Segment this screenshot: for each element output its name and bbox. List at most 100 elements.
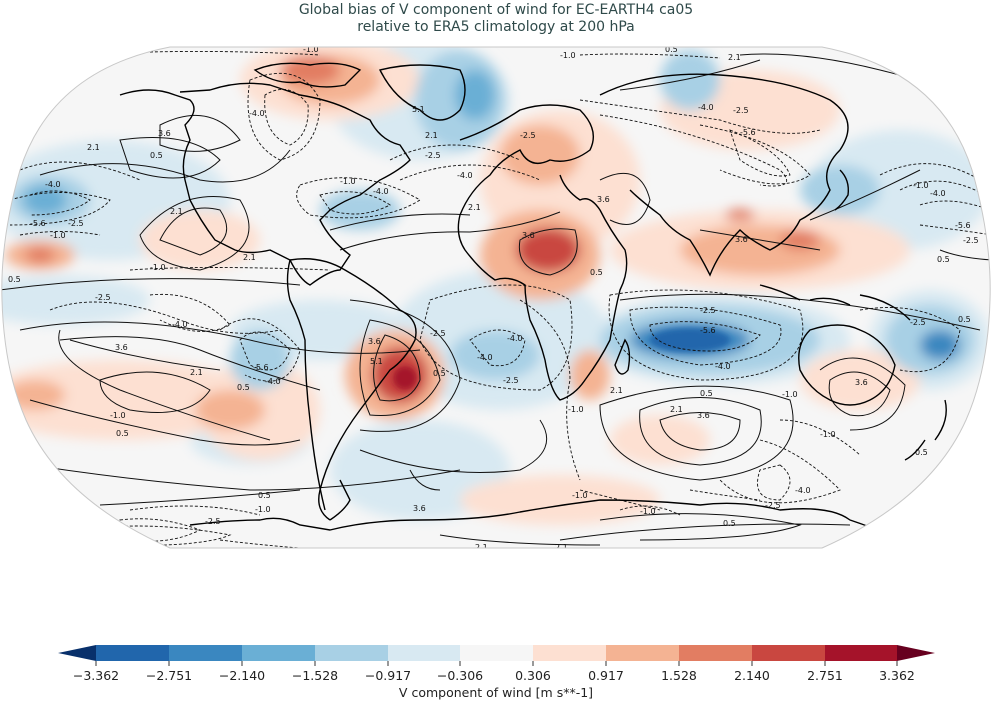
colorbar-tick: 2.140 xyxy=(734,668,770,683)
svg-text:0.5: 0.5 xyxy=(915,448,928,457)
colorbar-tick: −0.917 xyxy=(364,668,412,683)
svg-text:-2.5: -2.5 xyxy=(765,501,781,510)
svg-text:0.5: 0.5 xyxy=(590,268,603,277)
svg-text:2.1: 2.1 xyxy=(190,368,203,377)
svg-text:-4.0: -4.0 xyxy=(715,362,731,371)
svg-text:-2.5: -2.5 xyxy=(205,517,221,526)
colorbar-tick: 1.528 xyxy=(661,668,697,683)
colorbar-tick: −2.140 xyxy=(218,668,266,683)
svg-text:0.5: 0.5 xyxy=(237,383,250,392)
svg-text:-2.5: -2.5 xyxy=(503,376,519,385)
svg-text:-4.0: -4.0 xyxy=(930,189,946,198)
svg-text:-5.6: -5.6 xyxy=(955,221,971,230)
svg-text:3.6: 3.6 xyxy=(697,411,710,420)
svg-text:3.6: 3.6 xyxy=(522,231,535,240)
contour-lines xyxy=(1,53,991,546)
svg-text:3.6: 3.6 xyxy=(597,195,610,204)
chart-title-line-1: Global bias of V component of wind for E… xyxy=(298,2,694,18)
svg-text:0.5: 0.5 xyxy=(700,389,713,398)
bias-field xyxy=(1,47,990,525)
svg-text:-1.0: -1.0 xyxy=(640,507,656,516)
svg-text:-2.5: -2.5 xyxy=(700,306,716,315)
svg-text:-4.0: -4.0 xyxy=(698,103,714,112)
svg-text:-5.6: -5.6 xyxy=(253,363,269,372)
svg-text:-1.0: -1.0 xyxy=(560,51,576,60)
svg-text:-2.5: -2.5 xyxy=(733,106,749,115)
svg-text:-1.0: -1.0 xyxy=(913,181,929,190)
svg-text:2.1: 2.1 xyxy=(425,131,438,140)
contour-labels: 3.6 0.5 2.1 -4.0 -5.6 -2.5 -1.0 0.5 -1.0… xyxy=(8,45,979,552)
svg-text:2.1: 2.1 xyxy=(170,207,183,216)
svg-text:-1.0: -1.0 xyxy=(568,405,584,414)
colorbar-tick: 0.306 xyxy=(515,668,551,683)
svg-text:3.6: 3.6 xyxy=(855,378,868,387)
world-map: 3.6 0.5 2.1 -4.0 -5.6 -2.5 -1.0 0.5 -1.0… xyxy=(1,45,991,552)
svg-text:2.1: 2.1 xyxy=(87,143,100,152)
svg-text:-2.5: -2.5 xyxy=(95,293,111,302)
map-plot-area: 3.6 0.5 2.1 -4.0 -5.6 -2.5 -1.0 0.5 -1.0… xyxy=(1,45,991,552)
svg-text:0.5: 0.5 xyxy=(958,315,971,324)
svg-text:3.6: 3.6 xyxy=(735,235,748,244)
svg-text:0.5: 0.5 xyxy=(433,369,446,378)
svg-text:-1.0: -1.0 xyxy=(572,491,588,500)
svg-text:-2.5: -2.5 xyxy=(68,219,84,228)
colorbar-tick: 0.917 xyxy=(588,668,624,683)
colorbar-tick: 3.362 xyxy=(879,668,915,683)
svg-text:5.1: 5.1 xyxy=(412,105,425,114)
svg-text:3.6: 3.6 xyxy=(115,343,128,352)
chart-title-line-2: relative to ERA5 climatology at 200 hPa xyxy=(357,19,635,35)
colorbar: −3.362 −2.751 −2.140 −1.528 −0.917 −0.30… xyxy=(0,640,992,702)
svg-text:-2.5: -2.5 xyxy=(425,151,441,160)
svg-text:0.5: 0.5 xyxy=(258,491,271,500)
svg-text:-1.0: -1.0 xyxy=(50,231,66,240)
colorbar-tick: −2.751 xyxy=(145,668,193,683)
svg-text:2.1: 2.1 xyxy=(670,405,683,414)
svg-text:-4.0: -4.0 xyxy=(507,334,523,343)
colorbar-tick: −3.362 xyxy=(72,668,120,683)
svg-text:-5.6: -5.6 xyxy=(740,128,756,137)
svg-text:-2.5: -2.5 xyxy=(963,236,979,245)
colorbar-extend-low-arrow xyxy=(58,645,96,661)
svg-text:0.5: 0.5 xyxy=(150,151,163,160)
svg-text:3.6: 3.6 xyxy=(158,129,171,138)
chart-title: Global bias of V component of wind for E… xyxy=(0,2,992,36)
svg-text:-2.5: -2.5 xyxy=(910,318,926,327)
colorbar-tick: 2.751 xyxy=(807,668,843,683)
svg-text:-4.0: -4.0 xyxy=(373,187,389,196)
svg-text:-5.6: -5.6 xyxy=(700,326,716,335)
colorbar-label: V component of wind [m s**-1] xyxy=(398,685,594,700)
svg-text:0.5: 0.5 xyxy=(937,255,950,264)
svg-text:-1.0: -1.0 xyxy=(340,177,356,186)
svg-text:0.5: 0.5 xyxy=(665,45,678,54)
svg-text:-1.0: -1.0 xyxy=(255,505,271,514)
svg-text:-5.6: -5.6 xyxy=(30,219,46,228)
colorbar-tick: −0.306 xyxy=(436,668,484,683)
svg-text:-2.5: -2.5 xyxy=(520,131,536,140)
svg-text:-1.0: -1.0 xyxy=(782,390,798,399)
svg-text:3.6: 3.6 xyxy=(368,337,381,346)
colorbar-bar xyxy=(58,645,935,666)
svg-text:2.1: 2.1 xyxy=(468,203,481,212)
svg-text:-4.0: -4.0 xyxy=(795,486,811,495)
svg-text:-4.0: -4.0 xyxy=(477,353,493,362)
svg-text:-1.0: -1.0 xyxy=(303,45,319,54)
svg-text:-4.0: -4.0 xyxy=(457,171,473,180)
svg-text:3.6: 3.6 xyxy=(413,504,426,513)
colorbar-tick: −1.528 xyxy=(291,668,339,683)
svg-text:-1.0: -1.0 xyxy=(150,263,166,272)
svg-text:0.5: 0.5 xyxy=(8,275,21,284)
coastlines xyxy=(119,62,947,541)
svg-text:-4.0: -4.0 xyxy=(45,180,61,189)
svg-text:-1.0: -1.0 xyxy=(820,430,836,439)
svg-text:5.1: 5.1 xyxy=(370,357,383,366)
svg-text:-2.5: -2.5 xyxy=(430,329,446,338)
svg-text:2.1: 2.1 xyxy=(728,53,741,62)
svg-text:-4.0: -4.0 xyxy=(172,320,188,329)
svg-text:2.1: 2.1 xyxy=(475,543,488,552)
colorbar-extend-high-arrow xyxy=(897,645,935,661)
svg-text:0.5: 0.5 xyxy=(116,429,129,438)
map-border xyxy=(1,46,991,549)
svg-text:2.1: 2.1 xyxy=(610,386,623,395)
svg-text:2.1: 2.1 xyxy=(555,543,568,552)
svg-text:0.5: 0.5 xyxy=(723,519,736,528)
